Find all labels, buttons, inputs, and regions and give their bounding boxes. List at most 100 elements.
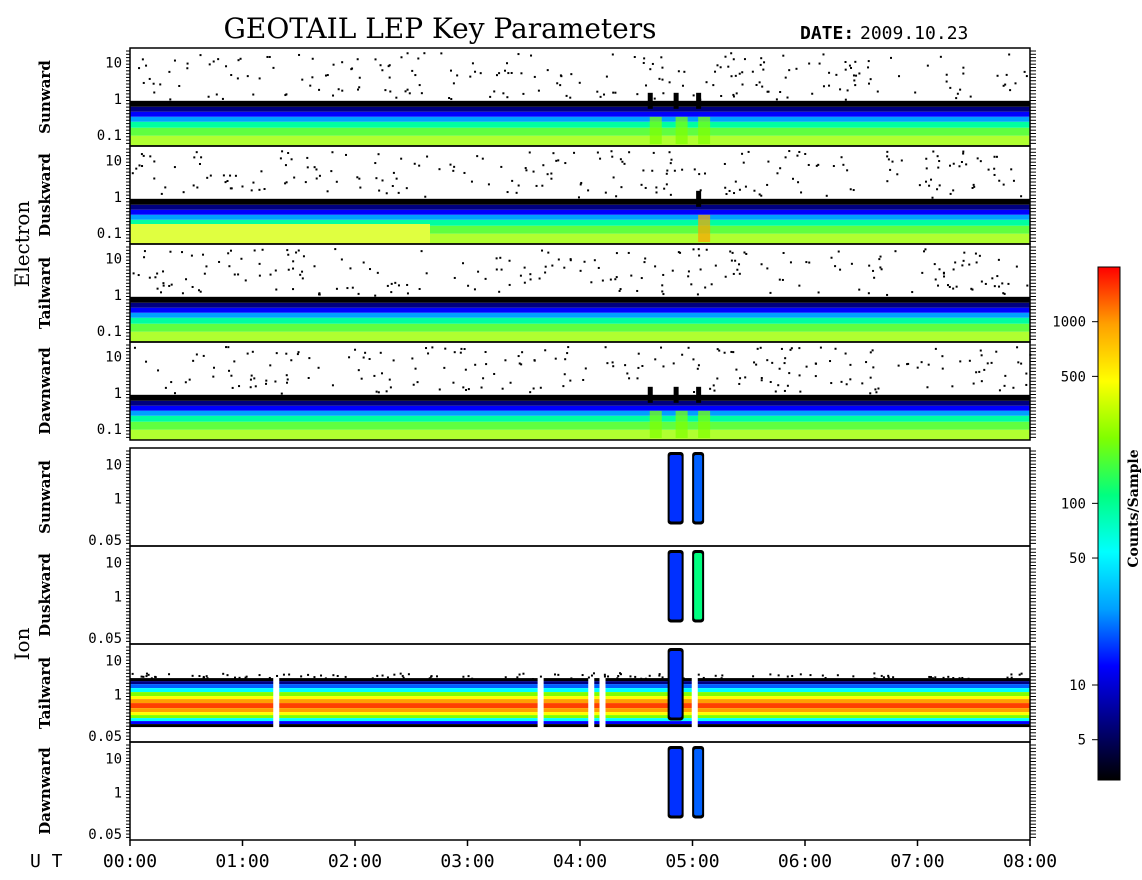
noise-dot bbox=[150, 677, 153, 680]
event-fill bbox=[649, 116, 662, 144]
y-tick-label: 1 bbox=[114, 687, 122, 703]
noise-dot bbox=[947, 675, 950, 678]
noise-dot bbox=[284, 182, 287, 185]
noise-dot bbox=[601, 279, 604, 282]
noise-dot bbox=[148, 276, 151, 279]
noise-dot bbox=[784, 76, 787, 79]
noise-dot bbox=[499, 256, 502, 259]
noise-dot bbox=[886, 155, 889, 158]
noise-dot bbox=[154, 276, 157, 279]
noise-dot bbox=[506, 96, 509, 99]
noise-dot bbox=[474, 363, 477, 366]
noise-dot bbox=[619, 288, 622, 291]
noise-dot bbox=[943, 275, 946, 278]
noise-dot bbox=[412, 383, 415, 386]
noise-dot bbox=[612, 91, 615, 94]
noise-dot bbox=[649, 68, 652, 71]
noise-dot bbox=[766, 359, 769, 362]
noise-dot bbox=[142, 154, 145, 157]
noise-dot bbox=[301, 277, 304, 280]
noise-dot bbox=[406, 292, 409, 295]
noise-dot bbox=[996, 74, 999, 77]
band-2 bbox=[130, 111, 1030, 117]
noise-dot bbox=[660, 56, 663, 59]
noise-dot bbox=[431, 346, 434, 349]
noise-dot bbox=[610, 150, 613, 153]
noise-dot bbox=[541, 184, 544, 187]
noise-dot bbox=[517, 184, 520, 187]
noise-dot bbox=[861, 382, 864, 385]
noise-dot bbox=[878, 258, 881, 261]
noise-dot bbox=[925, 157, 928, 160]
noise-dot bbox=[669, 193, 672, 196]
noise-dot bbox=[226, 179, 229, 182]
noise-dot bbox=[395, 177, 398, 180]
noise-dot bbox=[564, 162, 567, 165]
noise-dot bbox=[388, 378, 391, 381]
y-tick-label: 1 bbox=[114, 190, 122, 206]
noise-dot bbox=[459, 351, 462, 354]
noise-dot bbox=[404, 90, 407, 93]
noise-dot bbox=[584, 367, 587, 370]
noise-dot bbox=[798, 284, 801, 287]
event-mark bbox=[696, 92, 702, 109]
noise-dot bbox=[438, 168, 441, 171]
noise-dot bbox=[677, 251, 680, 254]
noise-dot bbox=[627, 251, 630, 254]
noise-dot bbox=[842, 163, 845, 166]
noise-dot bbox=[308, 357, 311, 360]
noise-dot bbox=[518, 362, 521, 365]
noise-dot bbox=[313, 265, 316, 268]
noise-dot bbox=[489, 95, 492, 98]
noise-dot bbox=[590, 281, 593, 284]
noise-dot bbox=[507, 72, 510, 75]
noise-dot bbox=[858, 288, 861, 291]
y-tick-label: 0.1 bbox=[97, 226, 122, 242]
noise-dot bbox=[786, 96, 789, 99]
panel-ion-duskward: 10 1 0.05 Duskward bbox=[36, 545, 1036, 647]
panel-name-label: Tailward bbox=[36, 257, 54, 329]
noise-dot bbox=[928, 675, 931, 678]
noise-dot bbox=[557, 258, 560, 261]
noise-dot bbox=[547, 251, 550, 254]
x-tick-label: 01:00 bbox=[215, 851, 269, 872]
noise-dot bbox=[690, 283, 693, 286]
noise-dot bbox=[392, 171, 395, 174]
noise-dot bbox=[788, 69, 791, 72]
noise-dot bbox=[743, 58, 746, 61]
noise-dot bbox=[385, 192, 388, 195]
noise-dot bbox=[849, 188, 852, 191]
noise-dot bbox=[318, 292, 321, 295]
noise-dot bbox=[643, 57, 646, 60]
noise-dot bbox=[599, 157, 602, 160]
noise-dot bbox=[470, 180, 473, 183]
noise-dot bbox=[848, 64, 851, 67]
band-4 bbox=[130, 317, 1030, 324]
noise-dot bbox=[570, 677, 573, 680]
noise-dot bbox=[835, 73, 838, 76]
noise-dot bbox=[212, 60, 215, 63]
noise-dot bbox=[354, 348, 357, 351]
ion-band-6 bbox=[130, 699, 1030, 704]
noise-dot bbox=[552, 152, 555, 155]
noise-dot bbox=[782, 54, 785, 57]
noise-dot bbox=[500, 268, 503, 271]
noise-dot bbox=[673, 169, 676, 172]
noise-dot bbox=[523, 266, 526, 269]
ion-band-2 bbox=[130, 684, 1030, 689]
noise-dot bbox=[238, 385, 241, 388]
noise-dot bbox=[877, 387, 880, 390]
panel-electron-tailward: 10 1 0.1 Tailward bbox=[36, 243, 1036, 343]
noise-dot bbox=[381, 69, 384, 72]
noise-dot bbox=[942, 676, 945, 679]
ion-event-core bbox=[694, 455, 703, 522]
noise-dot bbox=[593, 259, 596, 262]
colorbar-tick-label: 100 bbox=[1061, 496, 1086, 512]
noise-dot bbox=[426, 155, 429, 158]
noise-dot bbox=[145, 360, 148, 363]
x-tick-label: 06:00 bbox=[778, 851, 832, 872]
noise-dot bbox=[485, 363, 488, 366]
noise-dot bbox=[381, 372, 384, 375]
noise-dot bbox=[239, 57, 242, 60]
noise-dot bbox=[143, 250, 146, 253]
